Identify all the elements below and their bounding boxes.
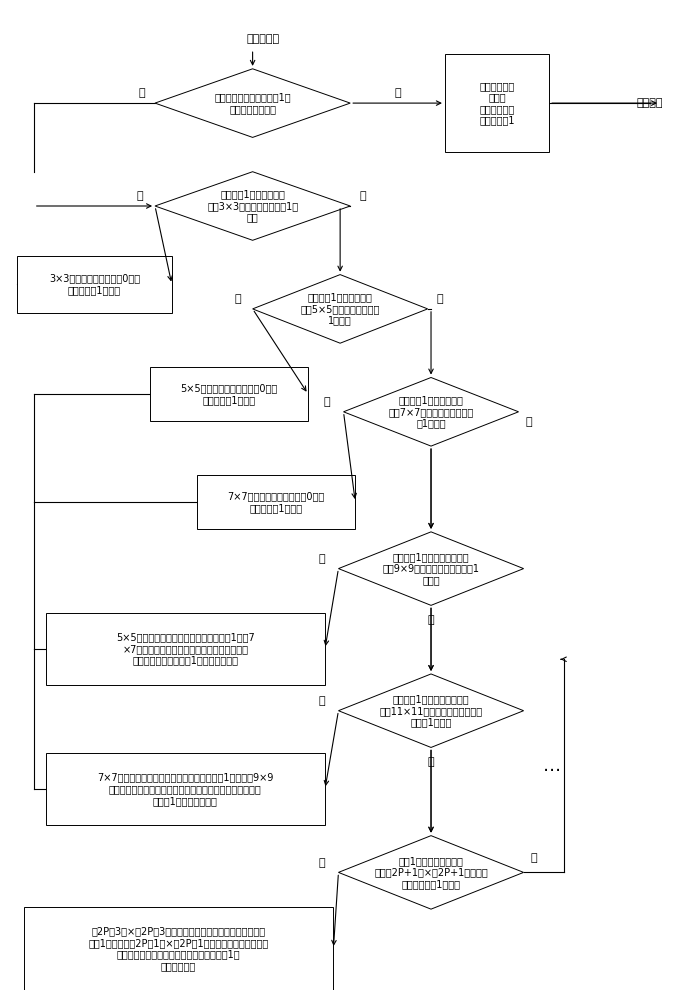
Text: 是: 是 [394, 88, 401, 98]
Text: 5×5区域内离中心点距离最远的像素值为1的到7
×7区域内中心点的距离为半径做圆，圆周上所
有像素的像素值设置为1，形成封闭区间: 5×5区域内离中心点距离最远的像素值为1的到7 ×7区域内中心点的距离为半径做圆… [116, 632, 255, 666]
Polygon shape [155, 69, 350, 137]
Text: 3×3区域内像素值全置为0，移
至下一值为1的像素: 3×3区域内像素值全置为0，移 至下一值为1的像素 [49, 274, 140, 295]
Text: 否: 否 [318, 858, 325, 868]
Text: 像素值为1的为中心点，
周围7×7像素区域内是否存在
为1的像素: 像素值为1的为中心点， 周围7×7像素区域内是否存在 为1的像素 [388, 395, 473, 428]
Bar [17, 256, 172, 313]
Text: 像素值为1的像素为中心点，
周围11×11像素区域内是否存在像
素值为1的像素: 像素值为1的像素为中心点， 周围11×11像素区域内是否存在像 素值为1的像素 [379, 694, 482, 727]
Bar [444, 54, 549, 152]
Text: 是: 是 [428, 615, 434, 625]
Polygon shape [339, 674, 523, 747]
Text: 是: 是 [428, 757, 434, 767]
Bar [45, 613, 325, 685]
Text: 5×5区域内的像素值全置为0，移
至下一值为1的像素: 5×5区域内的像素值全置为0，移 至下一值为1的像素 [181, 383, 278, 405]
Text: 值为1的像素为中心点，
周围（2P+1）×（2P+1）区域内
是否存在值为1的像素: 值为1的像素为中心点， 周围（2P+1）×（2P+1）区域内 是否存在值为1的像… [374, 856, 488, 889]
Text: 是: 是 [526, 417, 532, 427]
Text: 像素值为1的为中心点，
周围3×3区域内是否存在为1的
像素: 像素值为1的为中心点， 周围3×3区域内是否存在为1的 像素 [207, 189, 298, 223]
Bar [150, 367, 308, 421]
Text: 否: 否 [318, 696, 325, 706]
Text: 二均值图像: 二均值图像 [246, 34, 280, 44]
Text: 否: 否 [318, 554, 325, 564]
Text: 各圆周内部封
闭区间
所有像素的像
素值设置为1: 各圆周内部封 闭区间 所有像素的像 素值设置为1 [480, 81, 515, 125]
Text: 否: 否 [137, 191, 144, 201]
Text: 否: 否 [324, 397, 330, 407]
Text: 掩模图像: 掩模图像 [637, 98, 664, 108]
Text: 是: 是 [436, 294, 443, 304]
Bar [197, 475, 355, 529]
Bar [23, 907, 333, 990]
Text: 像素值为1的像素为中心点，
周围9×9像素区域内是否存在为1
的像素: 像素值为1的像素为中心点， 周围9×9像素区域内是否存在为1 的像素 [383, 552, 480, 585]
Text: 7×7像素区域内离中心点距离最远的像素值为1的像素到9×9
区域内中心点的距离为半径做圆，圆周上所有像素的像素值
设置为1，形成封闭区间: 7×7像素区域内离中心点距离最远的像素值为1的像素到9×9 区域内中心点的距离为… [97, 772, 273, 806]
Text: 否: 否 [138, 88, 145, 98]
Text: 7×7区域内的像素值全置为0，移
至下一值为1的像素: 7×7区域内的像素值全置为0，移 至下一值为1的像素 [227, 491, 325, 513]
Text: 是: 是 [359, 191, 365, 201]
Text: …: … [543, 757, 561, 775]
Polygon shape [339, 836, 523, 909]
Polygon shape [344, 377, 519, 446]
Text: （2P－3）×（2P－3）像素区域内离中心点距离最远的像素
值为1的像素到（2P－1）×（2P－1）区域内中心点的距离为
半径做圆，圆周上所有像素的像素值设置为: （2P－3）×（2P－3）像素区域内离中心点距离最远的像素 值为1的像素到（2P… [89, 926, 269, 971]
Text: 逐行逐列对扫描像素值为1的
像素位置是否完成: 逐行逐列对扫描像素值为1的 像素位置是否完成 [214, 92, 291, 114]
Text: 否: 否 [234, 294, 241, 304]
Polygon shape [155, 172, 350, 240]
Bar [45, 753, 325, 825]
Polygon shape [253, 275, 427, 343]
Text: 像素值为1的为中心点，
周围5×5区域内是否存在为
1的像素: 像素值为1的为中心点， 周围5×5区域内是否存在为 1的像素 [300, 292, 380, 326]
Polygon shape [339, 532, 523, 605]
Text: 是: 是 [530, 853, 537, 863]
